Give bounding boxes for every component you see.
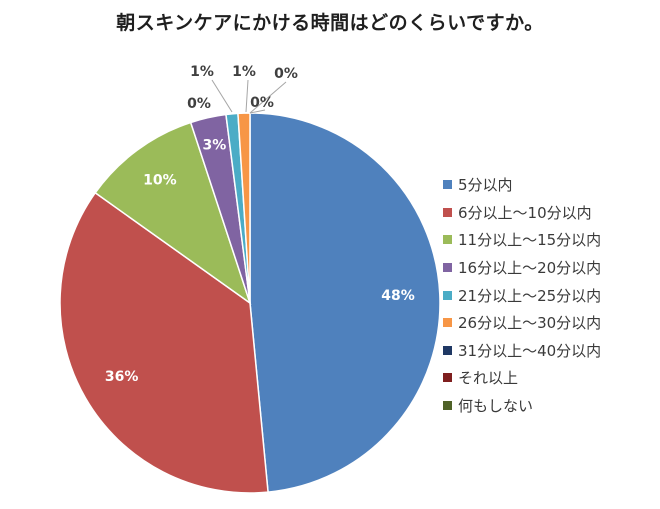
legend-swatch	[443, 180, 452, 190]
legend-swatch	[443, 290, 452, 300]
pie-slice	[249, 112, 441, 493]
slice-value-label: 0%	[274, 66, 298, 82]
legend-item: 26分以上～30分以内	[443, 309, 601, 337]
legend-swatch	[443, 373, 452, 383]
legend-label: 26分以上～30分以内	[458, 314, 602, 333]
leader-line	[249, 81, 287, 114]
legend-item: 16分以上～20分以内	[443, 254, 601, 282]
slice-value-label: 36%	[105, 369, 139, 385]
legend-label: 6分以上～10分以内	[458, 203, 592, 222]
legend-item: 31分以上～40分以内	[443, 337, 601, 365]
legend-label: 11分以上～15分以内	[458, 231, 602, 250]
slice-value-label: 1%	[190, 64, 214, 80]
legend-swatch	[443, 318, 452, 328]
legend-label: 5分以内	[458, 176, 513, 195]
pie-slice	[94, 121, 252, 305]
legend-label: それ以上	[458, 369, 519, 388]
slice-value-label: 0%	[250, 95, 274, 111]
leader-line	[211, 79, 233, 113]
leader-line	[249, 109, 266, 114]
legend-swatch	[443, 263, 452, 273]
legend-item: 6分以上～10分以内	[443, 199, 601, 227]
slice-value-label: 48%	[381, 288, 415, 304]
legend-item: それ以上	[443, 364, 601, 392]
legend-label: 31分以上～40分以内	[458, 341, 602, 360]
pie-slice	[237, 112, 251, 304]
legend-item: 何もしない	[443, 392, 601, 420]
legend-label: 何もしない	[458, 397, 534, 416]
slice-value-label: 10%	[143, 173, 177, 189]
legend-item: 11分以上～15分以内	[443, 226, 601, 254]
slice-value-label: 1%	[232, 64, 256, 80]
pie-slice	[59, 191, 269, 494]
legend-label: 16分以上～20分以内	[458, 259, 602, 278]
legend-label: 21分以上～25分以内	[458, 286, 602, 305]
legend-swatch	[443, 345, 452, 355]
legend-swatch	[443, 401, 452, 411]
leader-line	[245, 79, 249, 113]
legend-item: 5分以内	[443, 171, 601, 199]
chart-title: 朝スキンケアにかける時間はどのくらいですか。	[116, 12, 544, 34]
slice-value-label: 3%	[203, 137, 227, 153]
slice-value-label: 0%	[187, 96, 211, 112]
legend-swatch	[443, 207, 452, 217]
legend-swatch	[443, 235, 452, 245]
legend: 5分以内 6分以上～10分以内 11分以上～15分以内 16分以上～20分以内 21分以…	[443, 171, 601, 419]
legend-item: 21分以上～25分以内	[443, 281, 601, 309]
